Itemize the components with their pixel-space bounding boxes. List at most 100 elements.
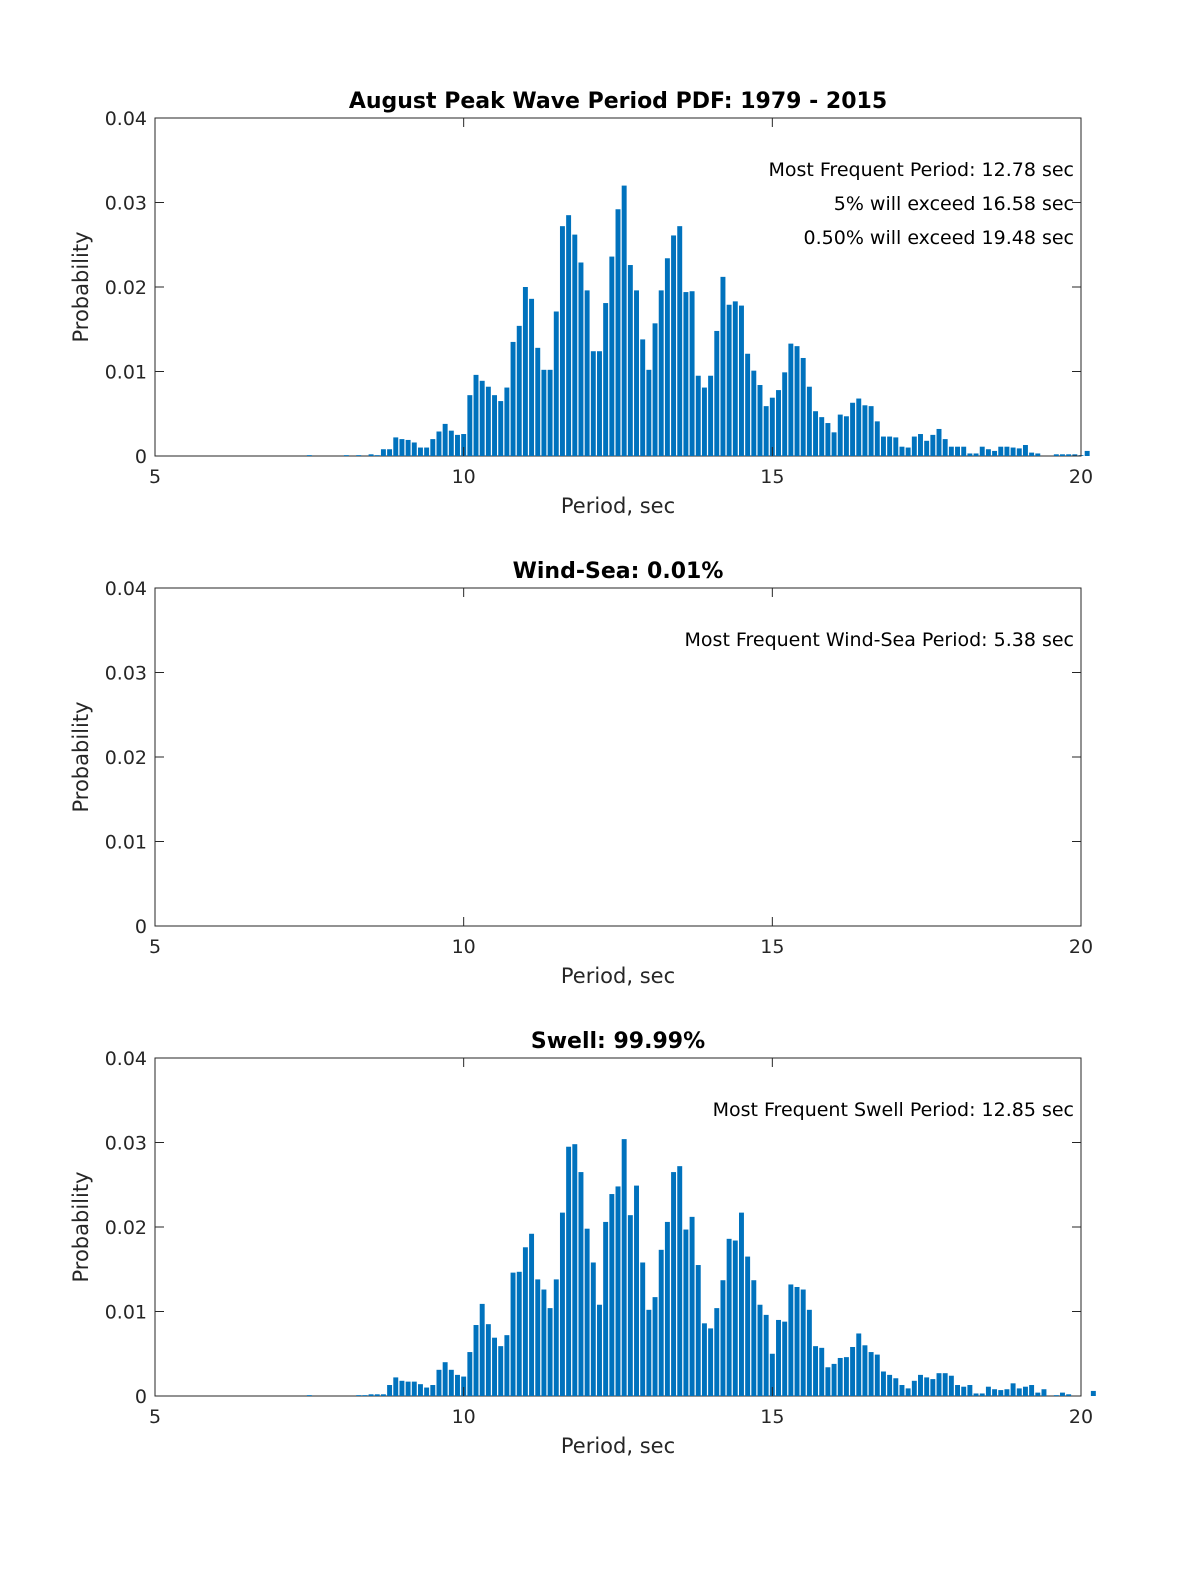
bar xyxy=(306,1395,312,1396)
bar xyxy=(516,325,522,456)
y-tick-label: 0.03 xyxy=(105,193,147,215)
bar xyxy=(504,1335,510,1396)
bar xyxy=(1029,1385,1035,1396)
bar xyxy=(473,374,479,456)
bar xyxy=(430,439,436,456)
bar xyxy=(634,290,639,456)
bar xyxy=(541,369,547,456)
bar xyxy=(597,1304,602,1396)
bar xyxy=(479,1303,485,1396)
bar xyxy=(522,1247,528,1396)
bar xyxy=(664,258,670,456)
bar xyxy=(1053,1395,1059,1396)
bar xyxy=(553,311,559,456)
bar xyxy=(393,1377,399,1396)
bar xyxy=(356,1395,362,1396)
bar xyxy=(559,1212,565,1396)
y-tick-label: 0.01 xyxy=(105,362,147,384)
bar xyxy=(985,1386,991,1396)
bar xyxy=(1084,450,1090,456)
bar xyxy=(862,1345,868,1396)
bar xyxy=(405,439,411,456)
bar xyxy=(714,330,720,456)
bar xyxy=(1016,1388,1022,1396)
bar xyxy=(806,386,812,456)
bar xyxy=(831,432,837,456)
bar xyxy=(1004,1389,1010,1396)
bar xyxy=(837,1357,843,1396)
y-tick-label: 0.04 xyxy=(105,108,147,130)
bar xyxy=(887,436,893,456)
bar xyxy=(578,262,584,456)
bar xyxy=(776,390,781,456)
bar xyxy=(708,1328,714,1396)
x-tick-label: 5 xyxy=(149,466,161,488)
bar xyxy=(745,353,751,456)
bar xyxy=(411,1381,417,1396)
x-tick-label: 15 xyxy=(760,466,784,488)
bar xyxy=(905,1388,911,1396)
bar xyxy=(800,357,806,456)
bar xyxy=(430,1385,436,1396)
bar xyxy=(967,1385,973,1396)
bar xyxy=(985,449,991,456)
bar xyxy=(1072,454,1078,456)
y-tick-label: 0 xyxy=(135,446,147,468)
bar xyxy=(732,1240,738,1396)
bar xyxy=(387,1385,393,1396)
bar xyxy=(455,1374,460,1397)
bar xyxy=(566,1146,572,1396)
bar xyxy=(825,423,831,456)
bar xyxy=(510,1272,516,1396)
bar xyxy=(769,1353,775,1396)
annotation-5pct-exceed: 5% will exceed 16.58 sec xyxy=(834,193,1074,215)
bar xyxy=(905,447,911,456)
bar xyxy=(936,1373,942,1396)
bar xyxy=(843,416,849,456)
bar xyxy=(998,446,1004,456)
bar xyxy=(973,1393,979,1396)
bar xyxy=(473,1325,479,1396)
bar xyxy=(640,1262,646,1396)
y-tick-label: 0.03 xyxy=(105,663,147,685)
bar xyxy=(776,1319,781,1396)
bar xyxy=(306,455,312,456)
x-tick-label: 10 xyxy=(452,936,476,958)
bar xyxy=(541,1289,547,1396)
bar xyxy=(1053,454,1059,456)
bar xyxy=(911,1380,917,1396)
bar xyxy=(856,398,862,456)
bar xyxy=(739,1212,744,1396)
x-axis-label: Period, sec xyxy=(561,964,675,988)
bar xyxy=(961,446,967,456)
x-axis-label: Period, sec xyxy=(561,1434,675,1458)
bar xyxy=(535,347,541,456)
bar xyxy=(368,454,374,456)
bar xyxy=(726,304,732,456)
bar xyxy=(436,431,442,456)
bar xyxy=(553,1279,559,1396)
bar xyxy=(757,385,763,456)
bar xyxy=(868,1352,874,1396)
bar xyxy=(955,446,960,456)
bar xyxy=(831,1363,837,1396)
bar xyxy=(658,290,664,456)
bar xyxy=(627,265,633,456)
bar xyxy=(448,430,454,456)
y-tick-label: 0.03 xyxy=(105,1133,147,1155)
bar xyxy=(677,226,683,456)
bar xyxy=(461,434,467,456)
y-tick-label: 0.04 xyxy=(105,578,147,600)
bar xyxy=(967,453,973,456)
bar xyxy=(837,414,843,456)
bar xyxy=(584,1228,590,1396)
bar xyxy=(757,1304,763,1396)
bar xyxy=(615,1186,621,1396)
bar xyxy=(782,372,788,456)
bar xyxy=(658,1249,664,1396)
bar xyxy=(1035,1392,1041,1396)
y-tick-label: 0 xyxy=(135,1386,147,1408)
bar xyxy=(689,1216,695,1396)
bar xyxy=(911,436,917,456)
bar xyxy=(479,380,485,456)
